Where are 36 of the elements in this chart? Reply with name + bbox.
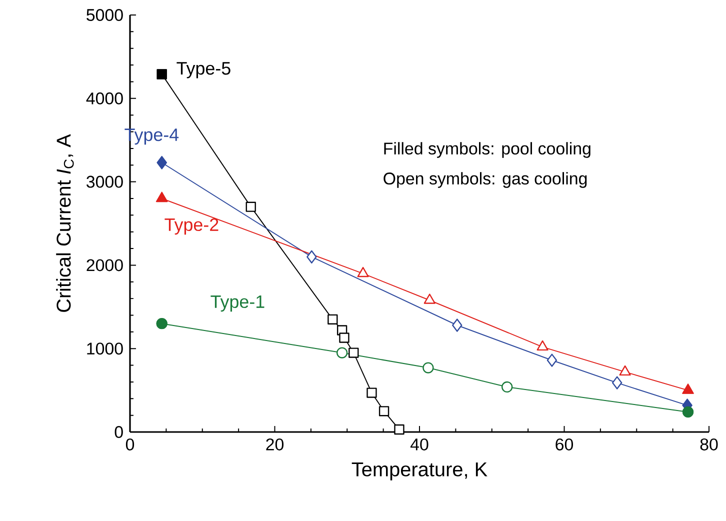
- annotation: Filled symbols: pool cooling: [384, 142, 590, 158]
- point: [366, 388, 377, 398]
- point: [357, 266, 369, 278]
- x-tick-label: 0: [126, 438, 134, 450]
- series-label: Type-5: [176, 62, 230, 78]
- point: [378, 406, 390, 416]
- point: [306, 250, 317, 264]
- point: [536, 340, 548, 351]
- annotation: Open symbols: gas cooling: [384, 172, 587, 188]
- x-axis-title: Temperature, K: [352, 462, 488, 480]
- point: [394, 424, 404, 435]
- point: [328, 314, 338, 324]
- y-tick-label: 1000: [87, 342, 123, 355]
- point: [424, 294, 436, 304]
- x-tick-label: 20: [266, 438, 284, 450]
- point: [339, 332, 350, 343]
- point: [452, 318, 462, 332]
- y-tick-label: 5000: [86, 9, 123, 22]
- y-tick-label: 0: [114, 426, 123, 438]
- y-axis-title: Critical Current I$_{C}$, A: [56, 134, 74, 312]
- y-tick-label: 4000: [86, 92, 123, 104]
- point: [422, 362, 434, 374]
- point: [619, 365, 631, 376]
- x-tick-label: 60: [556, 438, 574, 450]
- point: [348, 348, 359, 358]
- x-tick-label: 80: [700, 438, 718, 450]
- series-label: Type-2: [164, 218, 218, 235]
- point: [612, 376, 622, 390]
- point: [501, 381, 513, 393]
- point: [246, 202, 256, 212]
- x-tick-label: 40: [410, 438, 428, 450]
- y-tick-label: 2000: [86, 259, 123, 272]
- point: [546, 354, 558, 367]
- y-tick-label: 3000: [86, 176, 123, 188]
- series-label: Type-1: [210, 296, 264, 312]
- point: [336, 347, 348, 358]
